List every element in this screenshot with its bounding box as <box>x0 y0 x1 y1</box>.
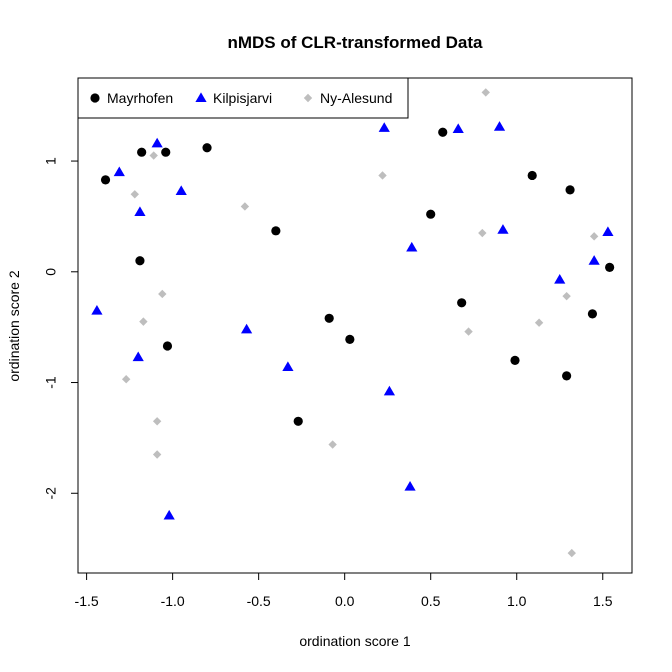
data-point <box>562 371 572 381</box>
data-points <box>91 88 615 558</box>
data-point <box>527 170 537 181</box>
y-axis-label: ordination score 2 <box>6 270 22 382</box>
data-point <box>240 202 250 211</box>
data-point <box>151 137 163 148</box>
legend-label: Mayrhofen <box>107 90 173 106</box>
legend-marker <box>90 93 100 103</box>
data-point <box>605 262 615 272</box>
data-point <box>135 256 145 266</box>
data-point <box>162 341 173 351</box>
data-point <box>152 417 162 426</box>
y-tick-label: 1 <box>43 157 59 165</box>
data-point <box>100 175 111 185</box>
data-point <box>241 323 253 334</box>
data-point <box>602 226 614 236</box>
data-point <box>404 481 416 491</box>
data-point <box>478 228 487 238</box>
data-point <box>175 185 187 195</box>
data-point <box>132 351 144 362</box>
data-point <box>378 171 387 180</box>
x-tick-label: 0.0 <box>335 593 355 609</box>
data-point <box>464 327 473 336</box>
x-tick-label: 0.5 <box>421 593 441 609</box>
y-tick-label: 0 <box>43 268 59 276</box>
data-point <box>152 450 162 459</box>
x-axis: -1.5 -1.0 -0.5 0.0 0.5 1.0 1.5 <box>75 572 613 609</box>
legend-box <box>77 77 409 119</box>
data-point <box>452 123 464 133</box>
data-point <box>493 121 506 131</box>
y-tick-label: -1 <box>43 376 59 389</box>
legend-label: Kilpisjarvi <box>213 90 272 106</box>
data-point <box>383 385 396 396</box>
data-point <box>328 440 337 449</box>
data-point <box>149 151 158 160</box>
legend-marker <box>195 92 207 103</box>
data-point <box>426 209 436 219</box>
data-point <box>113 166 125 177</box>
data-point <box>137 147 147 157</box>
legend-marker <box>303 93 313 103</box>
data-point <box>158 289 167 299</box>
x-tick-label: 1.0 <box>507 593 527 609</box>
y-tick-label: -2 <box>43 487 59 500</box>
x-tick-label: -1.0 <box>161 593 185 609</box>
data-point <box>345 334 355 344</box>
plot-frame <box>77 77 633 574</box>
data-point <box>121 375 131 384</box>
data-point <box>497 224 509 234</box>
data-point <box>91 304 103 315</box>
x-tick-label: 1.5 <box>593 593 613 609</box>
data-point <box>565 185 575 195</box>
series-ny-alesund <box>121 88 599 558</box>
x-axis-label: ordination score 1 <box>299 633 411 649</box>
data-point <box>139 317 148 326</box>
data-point <box>202 143 212 153</box>
data-point <box>130 190 139 199</box>
data-point <box>567 548 576 558</box>
legend-label: Ny-Alesund <box>320 90 392 106</box>
x-tick-label: -0.5 <box>247 593 271 609</box>
data-point <box>293 416 303 426</box>
data-point <box>271 226 281 236</box>
data-point <box>510 355 520 365</box>
data-point <box>587 309 598 319</box>
data-point <box>134 206 146 217</box>
data-point <box>161 147 171 157</box>
chart-title: nMDS of CLR-transformed Data <box>227 33 483 52</box>
data-point <box>282 361 294 372</box>
data-point <box>163 509 175 520</box>
data-point <box>438 127 448 137</box>
data-point <box>457 298 467 308</box>
data-point <box>589 232 599 241</box>
data-point <box>534 318 544 327</box>
data-point <box>554 273 566 284</box>
data-point <box>406 241 418 252</box>
data-point <box>562 291 571 301</box>
y-axis: -2 -1 0 1 <box>43 157 79 500</box>
x-tick-label: -1.5 <box>75 593 99 609</box>
legend: Mayrhofen Kilpisjarvi Ny-Alesund <box>77 77 409 119</box>
series-mayrhofen <box>100 127 615 426</box>
data-point <box>378 122 390 132</box>
data-point <box>324 313 334 323</box>
data-point <box>588 255 600 265</box>
series-kilpisjarvi <box>91 121 614 520</box>
data-point <box>481 88 490 97</box>
